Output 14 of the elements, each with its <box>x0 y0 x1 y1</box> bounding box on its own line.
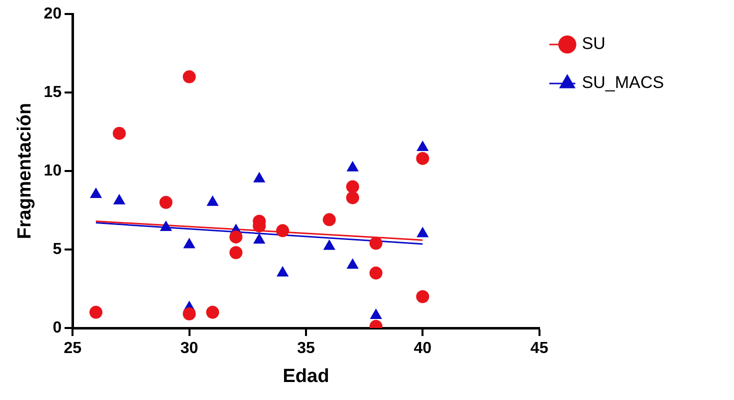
y-tick-label: 10 <box>44 162 62 180</box>
x-tick-label: 25 <box>64 340 82 358</box>
y-tick-label: 5 <box>52 240 62 258</box>
y-tick-label: 15 <box>44 84 62 101</box>
legend-label: SU <box>582 34 606 54</box>
x-tick-label: 45 <box>530 340 548 358</box>
y-tick-label: 20 <box>44 5 62 22</box>
x-tick-label: 40 <box>414 340 432 358</box>
x-axis-title: Edad <box>282 366 330 387</box>
legend-label: SU_MACS <box>582 73 664 92</box>
x-tick-label: 30 <box>180 340 198 358</box>
y-axis-title: Fragmentación <box>14 102 36 240</box>
x-tick-label: 35 <box>297 340 315 358</box>
y-tick-label: 0 <box>52 319 62 336</box>
